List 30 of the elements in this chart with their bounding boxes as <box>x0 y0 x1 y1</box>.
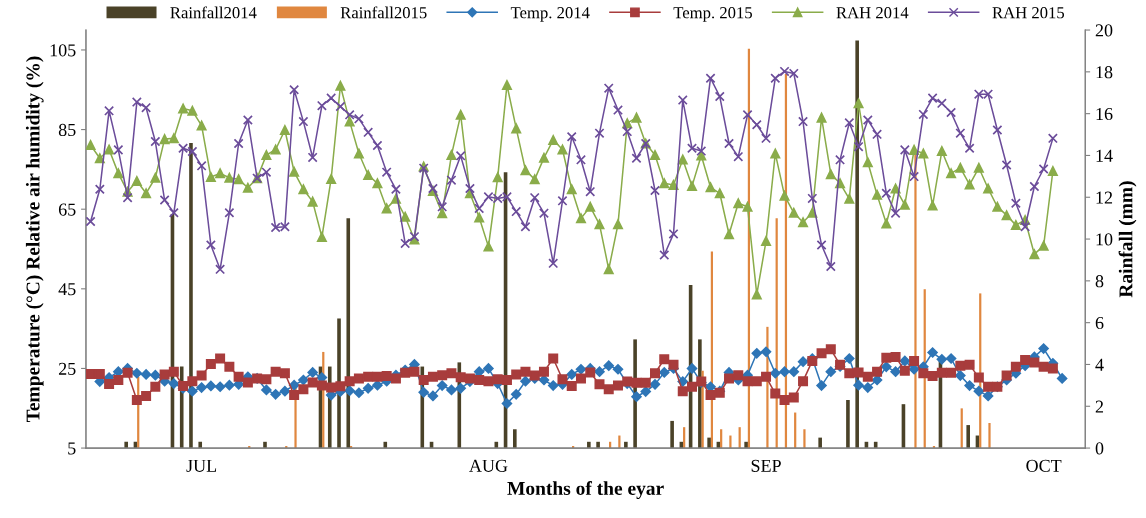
y-tick-label: 25 <box>58 362 76 375</box>
y-axis-title: Temperature (°C) Relative air humidity (%) <box>25 56 44 423</box>
x-tick-label: JUL <box>186 459 217 472</box>
y2-tick-label: 18 <box>1096 66 1113 79</box>
x-tick-label: SEP <box>751 459 781 472</box>
y2-tick-label: 4 <box>1095 358 1104 371</box>
legend-label: Temp. 2014 <box>510 7 590 22</box>
y2-tick-label: 2 <box>1095 400 1104 413</box>
y2-tick-label: 10 <box>1096 233 1113 246</box>
y-tick-label: 105 <box>50 44 76 57</box>
y-tick-label: 45 <box>58 283 76 296</box>
y-tick-label: 65 <box>58 203 76 216</box>
x-tick-label: AUG <box>469 459 508 472</box>
legend-label: Temp. 2015 <box>673 7 752 22</box>
y2-tick-label: 12 <box>1096 191 1113 204</box>
legend-label: Rainfall2014 <box>170 6 257 19</box>
y-tick-label: 85 <box>58 123 76 137</box>
legend-label: RAH 2014 <box>836 7 909 19</box>
y2-tick-label: 20 <box>1095 24 1113 37</box>
y2-axis-title: Rainfall (mm) <box>1118 181 1137 298</box>
legend-label: Rainfall2015 <box>340 6 427 19</box>
y2-tick-label: 0 <box>1095 442 1104 455</box>
y-tick-label: 5 <box>68 442 76 455</box>
x-axis-title: Months of the eyar <box>507 481 664 499</box>
legend-label: RAH 2015 <box>992 7 1065 19</box>
y2-tick-label: 6 <box>1095 316 1104 330</box>
y2-tick-label: 16 <box>1096 107 1113 121</box>
x-tick-label: OCT <box>1026 459 1062 472</box>
y2-tick-label: 14 <box>1096 149 1113 162</box>
y2-tick-label: 8 <box>1095 275 1104 288</box>
